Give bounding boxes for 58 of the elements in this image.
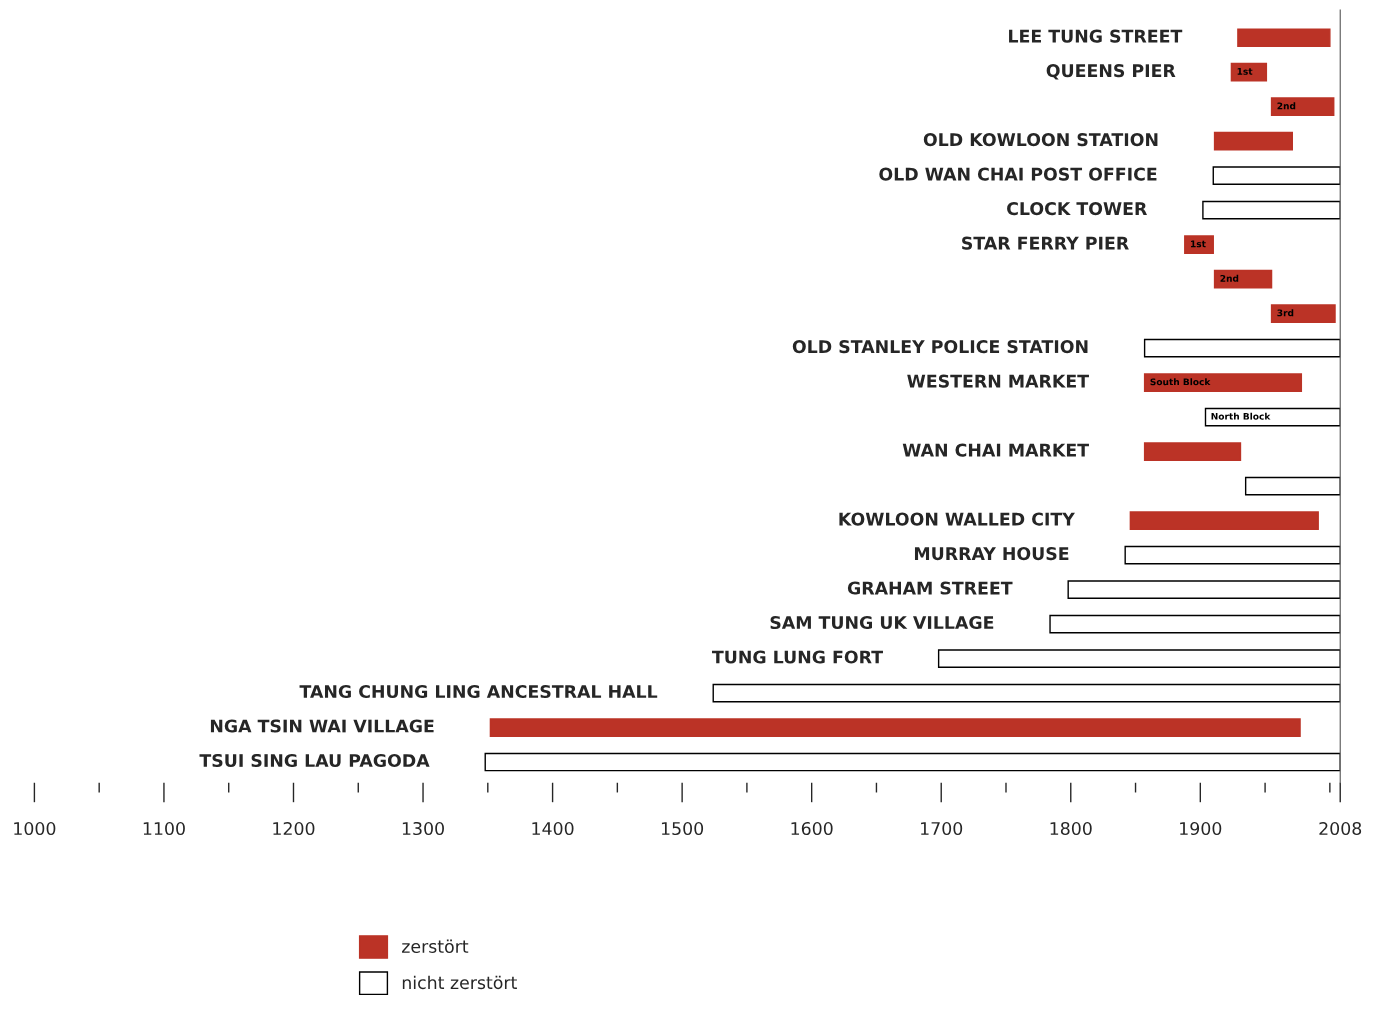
x-tick-label: 1000 [14, 821, 56, 836]
series-label: North Block [1211, 412, 1271, 420]
bar [1129, 511, 1319, 530]
legend-label: zerstört [402, 939, 469, 953]
legend-label: nicht zerstört [402, 975, 517, 990]
y-tick-label: KOWLOON WALLED CITY [839, 512, 1075, 526]
bar [1230, 62, 1268, 82]
text: 2nd [1220, 274, 1239, 282]
bar [937, 649, 1341, 668]
x-tick-label: 1700 [921, 821, 963, 836]
bar [1270, 304, 1336, 323]
y-tick-label: OLD STANLEY POLICE STATION [792, 340, 1088, 354]
bar [489, 718, 1301, 737]
y-tick-label: SAM TUNG UK VILLAGE [770, 615, 994, 630]
bar [1143, 338, 1341, 358]
bar [1237, 28, 1331, 48]
y-tick-label: LEE TUNG STREET [1009, 29, 1183, 43]
bar [1244, 476, 1341, 496]
bar [1213, 269, 1273, 289]
x-tick-label: 1500 [661, 821, 704, 836]
bar [1270, 97, 1335, 116]
series-label: 2nd [1277, 102, 1296, 110]
x-tick-label: 2008 [1319, 821, 1362, 836]
y-tick-label: TANG CHUNG LING ANCESTRAL HALL [299, 684, 658, 699]
bar [1212, 166, 1341, 185]
x-tick-label: 1300 [402, 821, 444, 836]
x-tick-label: 1200 [273, 821, 315, 836]
bar [1143, 442, 1242, 461]
y-tick-label: OLD WAN CHAI POST OFFICE [879, 167, 1157, 181]
bar [1202, 200, 1341, 220]
bar [1049, 614, 1341, 634]
y-tick-label: TSUI SING LAU PAGODA [199, 753, 430, 768]
bar [484, 752, 1341, 772]
series-label: 3rd [1277, 309, 1294, 317]
y-tick-label: QUEENS PIER [1046, 64, 1176, 80]
y-tick-label: WESTERN MARKET [907, 374, 1089, 388]
y-tick-label: TUNG LUNG FORT [711, 650, 883, 664]
y-tick-label: MURRAY HOUSE [914, 547, 1069, 561]
y-tick-label: STAR FERRY PIER [962, 236, 1129, 250]
series-label: 1st [1191, 240, 1206, 248]
y-tick-label: CLOCK TOWER [1007, 202, 1147, 216]
bar [1067, 580, 1341, 599]
y-tick-label: WAN CHAI MARKET [902, 443, 1089, 457]
y-tick-label: NGA TSIN WAI VILLAGE [210, 719, 434, 733]
bar [712, 683, 1341, 703]
text: 1st [1237, 68, 1253, 75]
bar [1213, 131, 1293, 151]
y-tick-label: GRAHAM STREET [847, 581, 1013, 595]
x-tick-label: 1800 [1050, 821, 1092, 836]
bar [1124, 545, 1341, 565]
bar [1143, 373, 1303, 392]
x-tick-label: 1400 [532, 821, 574, 836]
x-tick-label: 1600 [791, 821, 833, 836]
series-label: South Block [1150, 378, 1211, 386]
bar [1184, 235, 1214, 254]
x-tick-label: 1900 [1180, 821, 1222, 836]
x-tick-label: 1100 [143, 821, 185, 836]
y-tick-label: OLD KOWLOON STATION [923, 133, 1158, 147]
